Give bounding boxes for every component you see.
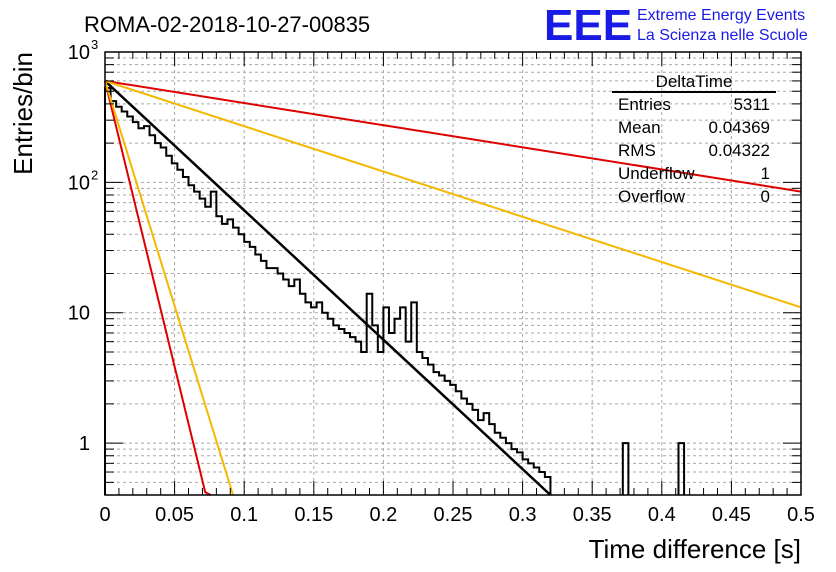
stats-value-mean: 0.04369 bbox=[709, 118, 770, 137]
chart-title: ROMA-02-2018-10-27-00835 bbox=[84, 12, 370, 37]
y-tick-exponent-3: 3 bbox=[91, 37, 98, 52]
eee-logo-text: EEE bbox=[544, 1, 632, 50]
eee-logo-line1: Extreme Energy Events bbox=[637, 7, 805, 24]
fit-curve-3 bbox=[104, 80, 235, 496]
stats-label-underflow: Underflow bbox=[618, 164, 695, 183]
tail-bin-0 bbox=[621, 442, 630, 495]
stats-label-rms: RMS bbox=[618, 141, 656, 160]
eee-logo: EEE Extreme Energy Events La Scienza nel… bbox=[544, 1, 808, 50]
y-tick-label-3: 10 bbox=[68, 42, 90, 64]
x-axis-label: Time difference [s] bbox=[589, 534, 801, 564]
y-tick-label-0: 1 bbox=[79, 433, 90, 455]
stats-value-underflow: 1 bbox=[761, 164, 770, 183]
x-tick-label-3: 0.15 bbox=[294, 504, 333, 526]
stats-name: DeltaTime bbox=[656, 72, 733, 91]
x-tick-label-10: 0.5 bbox=[787, 504, 815, 526]
axis-ticks bbox=[104, 52, 802, 496]
fit-curve-0 bbox=[104, 80, 552, 496]
stats-box: DeltaTime Entries 5311 Mean 0.04369 RMS 0.043… bbox=[612, 72, 776, 206]
stats-value-overflow: 0 bbox=[761, 187, 770, 206]
tail-bin-1 bbox=[677, 442, 686, 495]
stats-label-entries: Entries bbox=[618, 95, 671, 114]
histogram-steps bbox=[104, 86, 552, 495]
histogram bbox=[104, 86, 686, 495]
stats-value-entries: 5311 bbox=[733, 95, 770, 114]
y-tick-label-1: 10 bbox=[68, 303, 90, 325]
eee-logo-line2: La Scienza nelle Scuole bbox=[637, 27, 808, 44]
x-tick-label-0: 0 bbox=[99, 504, 110, 526]
x-tick-labels: 0 0.05 0.1 0.15 0.2 0.25 0.3 0.35 0.4 0.45 0.5 bbox=[99, 504, 814, 526]
fit-curve-2 bbox=[104, 79, 802, 193]
y-tick-exponent-2: 2 bbox=[91, 167, 98, 182]
x-tick-label-4: 0.2 bbox=[369, 504, 397, 526]
fit-curve-1 bbox=[104, 80, 212, 496]
x-tick-label-9: 0.45 bbox=[712, 504, 751, 526]
x-tick-label-2: 0.1 bbox=[230, 504, 258, 526]
x-tick-label-5: 0.25 bbox=[434, 504, 473, 526]
stats-label-mean: Mean bbox=[618, 118, 661, 137]
stats-label-overflow: Overflow bbox=[618, 187, 686, 206]
x-tick-label-7: 0.35 bbox=[573, 504, 612, 526]
stats-value-rms: 0.04322 bbox=[709, 141, 770, 160]
fit-curve-4 bbox=[104, 79, 802, 309]
x-tick-label-6: 0.3 bbox=[509, 504, 537, 526]
stats-rows: Entries 5311 Mean 0.04369 RMS 0.04322 Underflo… bbox=[618, 95, 770, 206]
y-axis-label: Entries/bin bbox=[8, 52, 38, 175]
x-tick-label-1: 0.05 bbox=[155, 504, 194, 526]
fit-curves bbox=[104, 79, 802, 496]
x-tick-label-8: 0.4 bbox=[648, 504, 676, 526]
y-tick-label-2: 10 bbox=[68, 172, 90, 194]
